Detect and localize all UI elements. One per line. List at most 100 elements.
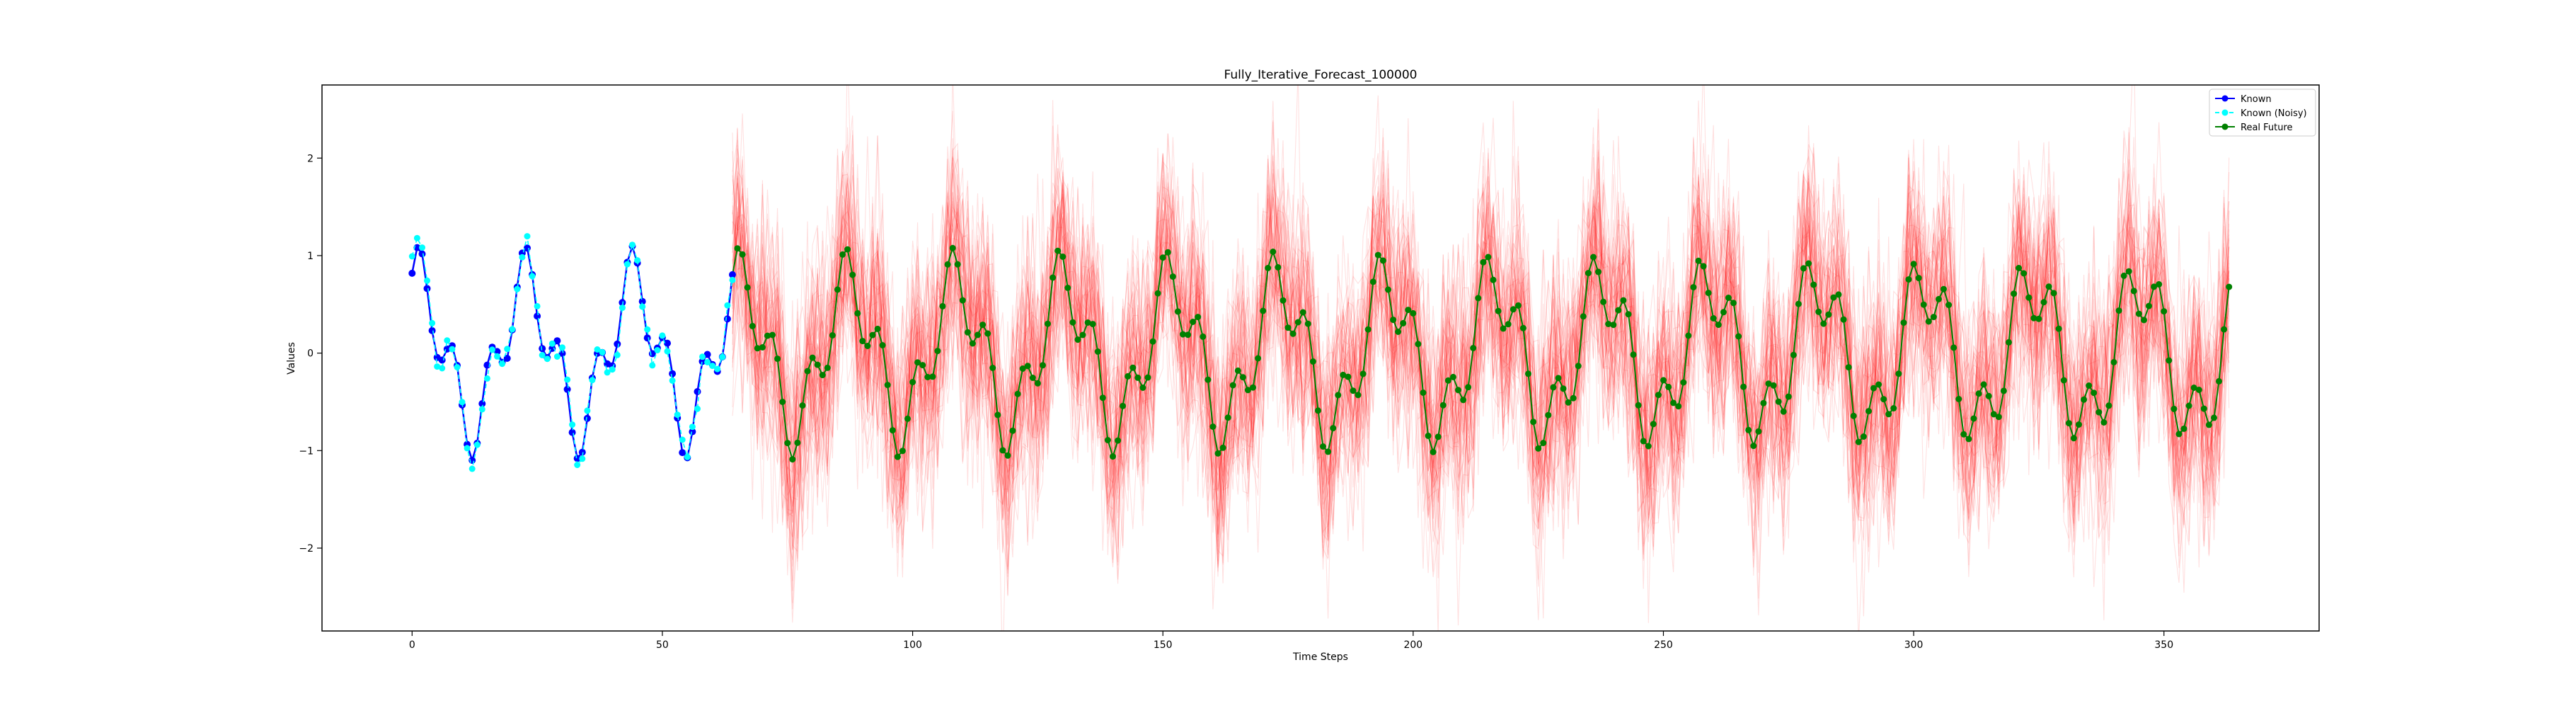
- known-point: [664, 339, 671, 347]
- real-future-point: [1405, 307, 1412, 314]
- real-future-point: [1265, 265, 1272, 271]
- known-point: [698, 358, 706, 365]
- real-future-point: [2190, 385, 2197, 391]
- real-future-point: [2156, 281, 2163, 288]
- real-future-point: [814, 361, 821, 368]
- real-future-point: [1204, 376, 1212, 383]
- real-future-point: [2070, 435, 2077, 442]
- known-noisy-point: [483, 375, 490, 382]
- real-future-point: [2115, 307, 2122, 314]
- real-future-point: [1985, 392, 1992, 399]
- real-future-point: [1885, 411, 1892, 418]
- real-future-point: [979, 322, 987, 329]
- real-future-point: [1104, 437, 1111, 443]
- real-future-point: [1094, 348, 1101, 355]
- known-point: [423, 285, 431, 292]
- real-future-point: [1139, 385, 1146, 391]
- real-future-point: [1680, 379, 1687, 386]
- forecast-sample-line: [732, 101, 2230, 578]
- legend-marker: [2221, 123, 2229, 130]
- real-future-point: [1144, 374, 1151, 381]
- real-future-point: [1485, 254, 1492, 261]
- real-future-point: [1099, 394, 1106, 402]
- real-future-point: [774, 356, 781, 363]
- known-noisy-point: [679, 436, 686, 443]
- real-future-point: [1530, 419, 1537, 426]
- real-future-point: [2110, 358, 2117, 365]
- real-future-point: [854, 309, 861, 317]
- known-noisy-point: [619, 305, 626, 312]
- real-future-point: [2195, 387, 2202, 393]
- real-future-point: [834, 286, 841, 293]
- real-future-point: [1159, 254, 1166, 261]
- y-tick-label: 1: [307, 251, 314, 262]
- real-future-point: [1675, 403, 1682, 410]
- known-point: [503, 355, 511, 362]
- known-noisy-point: [539, 352, 546, 358]
- real-future-point: [1605, 321, 1612, 327]
- known-point: [619, 299, 626, 307]
- real-future-point: [1364, 326, 1372, 333]
- real-future-point: [1120, 402, 1127, 409]
- forecast-sample-line: [732, 118, 2230, 583]
- forecast-sample-line: [732, 85, 2230, 623]
- known-point: [694, 388, 701, 395]
- real-future-point: [2130, 288, 2137, 295]
- real-future-point: [1284, 324, 1292, 331]
- real-future-point: [1420, 389, 1427, 396]
- forecast-sample-line: [732, 127, 2230, 565]
- forecast-sample-line: [732, 174, 2230, 568]
- real-future-point: [1400, 319, 1407, 326]
- forecast-sample-line: [732, 120, 2230, 569]
- forecast-sample-line: [732, 100, 2230, 552]
- real-future-point: [1045, 320, 1051, 327]
- real-future-point: [1640, 438, 1647, 445]
- real-future-point: [1059, 254, 1066, 260]
- real-future-point: [1034, 380, 1041, 387]
- forecast-sample-line: [732, 168, 2230, 580]
- known-point: [729, 271, 736, 278]
- real-future-point: [1615, 307, 1622, 314]
- real-future-point: [2035, 315, 2042, 322]
- real-future-point: [2000, 387, 2007, 394]
- real-future-point: [2211, 414, 2217, 421]
- real-future-point: [789, 456, 796, 463]
- real-future-point: [2011, 290, 2018, 297]
- forecast-sample-line: [732, 142, 2230, 581]
- forecast-sample-line: [732, 108, 2230, 539]
- real-future-point: [934, 348, 941, 355]
- real-future-point: [784, 440, 791, 447]
- known-noisy-point: [584, 407, 591, 414]
- forecast-sample-line: [732, 132, 2230, 568]
- real-future-point: [1790, 351, 1797, 358]
- real-future-point: [994, 411, 1001, 419]
- known-noisy-point: [544, 356, 551, 363]
- real-future-point: [1745, 426, 1752, 433]
- real-future-point: [804, 368, 811, 375]
- known-noisy-point: [654, 347, 661, 353]
- forecast-sample-line: [732, 85, 2230, 593]
- forecast-sample-line: [732, 139, 2230, 620]
- real-future-point: [1735, 333, 1742, 340]
- real-future-point: [869, 331, 876, 339]
- known-noisy-point: [659, 332, 666, 339]
- real-future-point: [1129, 364, 1137, 371]
- known-noisy-point: [473, 441, 481, 448]
- known-point: [573, 455, 581, 462]
- real-future-point: [2105, 402, 2112, 409]
- real-future-point: [954, 261, 961, 268]
- known-noisy-point: [684, 453, 691, 460]
- real-future-point: [2185, 402, 2192, 409]
- real-future-point: [739, 251, 746, 258]
- real-future-point: [1725, 295, 1732, 301]
- real-future-point: [1695, 257, 1702, 264]
- real-future-point: [1500, 325, 1507, 332]
- real-future-point: [1379, 257, 1386, 264]
- forecast-sample-line: [732, 161, 2230, 557]
- real-future-point: [2095, 409, 2103, 416]
- known-noisy-point: [699, 353, 706, 360]
- known-noisy-point: [639, 303, 646, 310]
- real-future-point: [1860, 433, 1867, 440]
